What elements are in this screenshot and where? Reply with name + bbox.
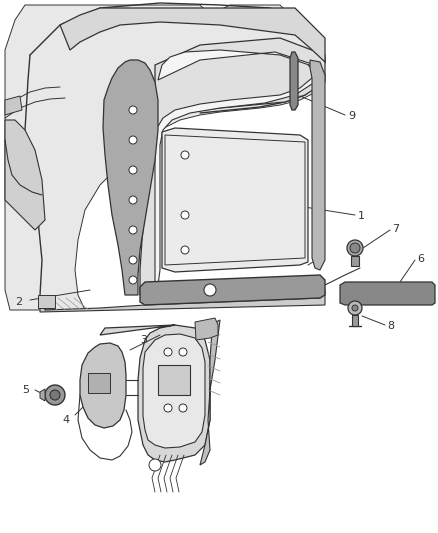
Circle shape: [204, 284, 216, 296]
Circle shape: [179, 404, 187, 412]
Text: 6: 6: [417, 254, 424, 264]
Polygon shape: [162, 128, 308, 272]
Polygon shape: [88, 373, 110, 393]
Polygon shape: [143, 334, 205, 448]
Text: 1: 1: [358, 211, 365, 221]
Polygon shape: [5, 96, 22, 115]
Polygon shape: [60, 8, 325, 62]
Circle shape: [181, 211, 189, 219]
Circle shape: [129, 196, 137, 204]
Polygon shape: [5, 120, 45, 230]
Circle shape: [149, 459, 161, 471]
Circle shape: [164, 404, 172, 412]
Circle shape: [50, 390, 60, 400]
Circle shape: [164, 348, 172, 356]
Text: 5: 5: [22, 385, 29, 395]
Circle shape: [181, 151, 189, 159]
Polygon shape: [80, 343, 126, 428]
Circle shape: [129, 256, 137, 264]
Polygon shape: [340, 282, 435, 305]
Polygon shape: [140, 38, 325, 295]
Text: 3: 3: [140, 335, 147, 345]
Text: 4: 4: [62, 415, 69, 425]
Polygon shape: [290, 52, 298, 110]
Polygon shape: [351, 256, 359, 266]
Polygon shape: [140, 275, 325, 305]
Polygon shape: [352, 315, 358, 326]
Polygon shape: [195, 320, 220, 465]
Circle shape: [350, 243, 360, 253]
Circle shape: [352, 305, 358, 311]
Circle shape: [129, 166, 137, 174]
Text: 8: 8: [387, 321, 394, 331]
Circle shape: [348, 301, 362, 315]
Polygon shape: [40, 389, 45, 401]
Polygon shape: [310, 60, 325, 270]
Circle shape: [129, 106, 137, 114]
Text: 2: 2: [15, 297, 22, 307]
Circle shape: [129, 136, 137, 144]
Polygon shape: [195, 318, 218, 340]
Circle shape: [179, 348, 187, 356]
Polygon shape: [5, 5, 325, 310]
Polygon shape: [40, 290, 325, 312]
Circle shape: [129, 226, 137, 234]
Text: 7: 7: [392, 224, 399, 234]
Polygon shape: [38, 295, 55, 308]
Polygon shape: [155, 50, 315, 285]
Circle shape: [45, 385, 65, 405]
Polygon shape: [158, 365, 190, 395]
Circle shape: [347, 240, 363, 256]
Text: 9: 9: [348, 111, 355, 121]
Polygon shape: [103, 60, 158, 295]
Circle shape: [181, 246, 189, 254]
Circle shape: [129, 276, 137, 284]
Polygon shape: [100, 325, 210, 462]
